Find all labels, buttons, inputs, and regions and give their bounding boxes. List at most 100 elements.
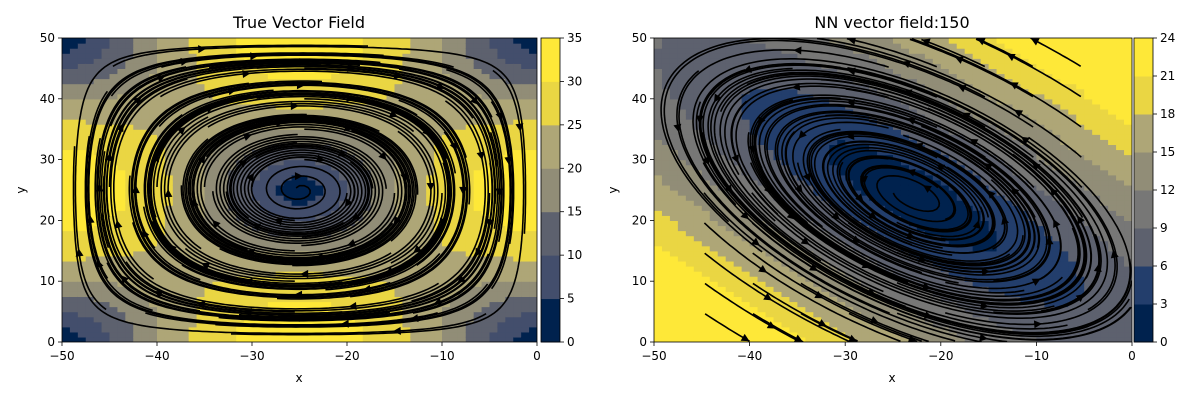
contour-cell: [693, 306, 703, 313]
contour-cell: [386, 331, 396, 338]
contour-cell: [141, 43, 150, 49]
streamline: [196, 121, 410, 254]
contour-cell: [701, 271, 711, 277]
contour-cell: [259, 205, 269, 211]
contour-cell: [449, 276, 459, 282]
contour-cell: [725, 119, 735, 125]
contour-cell: [125, 58, 134, 64]
contour-cell: [725, 78, 735, 85]
contour-cell: [125, 205, 134, 211]
contour-cell: [426, 108, 435, 115]
contour-cell: [125, 220, 134, 227]
contour-cell: [354, 179, 364, 186]
contour-cell: [117, 114, 126, 120]
contour-cell: [765, 53, 775, 59]
contour-cell: [773, 164, 783, 171]
contour-cell: [654, 210, 663, 216]
contour-cell: [725, 88, 735, 95]
contour-cell: [426, 286, 435, 292]
contour-cell: [661, 68, 671, 75]
contour-cell: [426, 225, 435, 232]
contour-cell: [654, 220, 663, 227]
contour-cell: [505, 83, 514, 90]
contour-cell: [259, 38, 269, 44]
contour-cell: [489, 311, 499, 318]
contour-cell: [677, 108, 687, 115]
contour-cell: [394, 286, 404, 292]
contour-cell: [449, 149, 459, 156]
contour-cell: [725, 114, 735, 120]
contour-cell: [449, 311, 459, 318]
contour-cell: [244, 164, 253, 171]
contour-cell: [481, 144, 491, 151]
contour-cell: [677, 331, 687, 338]
contour-cell: [299, 83, 309, 90]
contour-cell: [149, 336, 158, 342]
contour-cell: [347, 245, 356, 252]
contour-cell: [315, 83, 324, 90]
contour-cell: [661, 169, 671, 176]
contour-cell: [347, 184, 356, 191]
contour-cell: [521, 286, 530, 292]
contour-cell: [402, 129, 411, 135]
contour-cell: [149, 286, 158, 292]
contour-cell: [394, 53, 404, 59]
contour-cell: [77, 260, 87, 267]
contour-cell: [773, 220, 783, 227]
contour-cell: [125, 260, 134, 267]
contour-cell: [749, 119, 759, 125]
contour-cell: [236, 286, 245, 292]
contour-cell: [323, 38, 332, 44]
contour-cell: [69, 235, 79, 242]
colorbar-tick-label: 20: [567, 161, 582, 175]
streamline-arrow: [393, 216, 402, 225]
contour-cell: [701, 331, 711, 338]
contour-cell: [733, 286, 743, 292]
contour-cell: [354, 260, 364, 267]
contour-cell: [741, 48, 751, 54]
contour-cell: [773, 260, 783, 267]
contour-cell: [473, 174, 483, 181]
contour-cell: [204, 245, 214, 252]
contour-cell: [69, 88, 79, 95]
contour-cell: [252, 98, 261, 105]
contour-cell: [220, 93, 229, 100]
contour-cell: [418, 169, 427, 176]
contour-cell: [299, 103, 309, 110]
contour-cell: [244, 195, 253, 201]
contour-cell: [394, 83, 404, 90]
contour-cell: [410, 210, 419, 216]
contour-cell: [149, 326, 158, 333]
contour-cell: [410, 108, 419, 115]
contour-cell: [402, 311, 411, 318]
contour-cell: [172, 321, 182, 328]
contour-cell: [797, 98, 806, 105]
contour-cell: [505, 326, 514, 333]
contour-cell: [101, 321, 111, 328]
contour-cell: [93, 276, 103, 282]
contour-cell: [291, 184, 301, 191]
contour-cell: [717, 291, 727, 297]
contour-cell: [410, 311, 419, 318]
contour-cell: [669, 336, 679, 342]
contour-cell: [717, 108, 727, 115]
contour-cell: [362, 164, 372, 171]
contour-cell: [410, 159, 419, 166]
contour-cell: [685, 119, 695, 125]
contour-cell: [654, 266, 663, 272]
contour-cell: [773, 129, 783, 135]
contour-cell: [77, 93, 87, 100]
contour-cell: [765, 331, 775, 338]
contour-cell: [157, 129, 166, 135]
contour-cell: [481, 205, 491, 211]
contour-cell: [757, 88, 767, 95]
contour-cell: [394, 88, 404, 95]
contour-cell: [654, 286, 663, 292]
contour-cell: [228, 301, 237, 308]
contour-cell: [77, 144, 87, 151]
contour-cell: [717, 103, 727, 110]
contour-cell: [109, 301, 119, 308]
contour-cell: [172, 179, 182, 186]
contour-cell: [252, 190, 261, 196]
contour-cell: [307, 83, 316, 90]
